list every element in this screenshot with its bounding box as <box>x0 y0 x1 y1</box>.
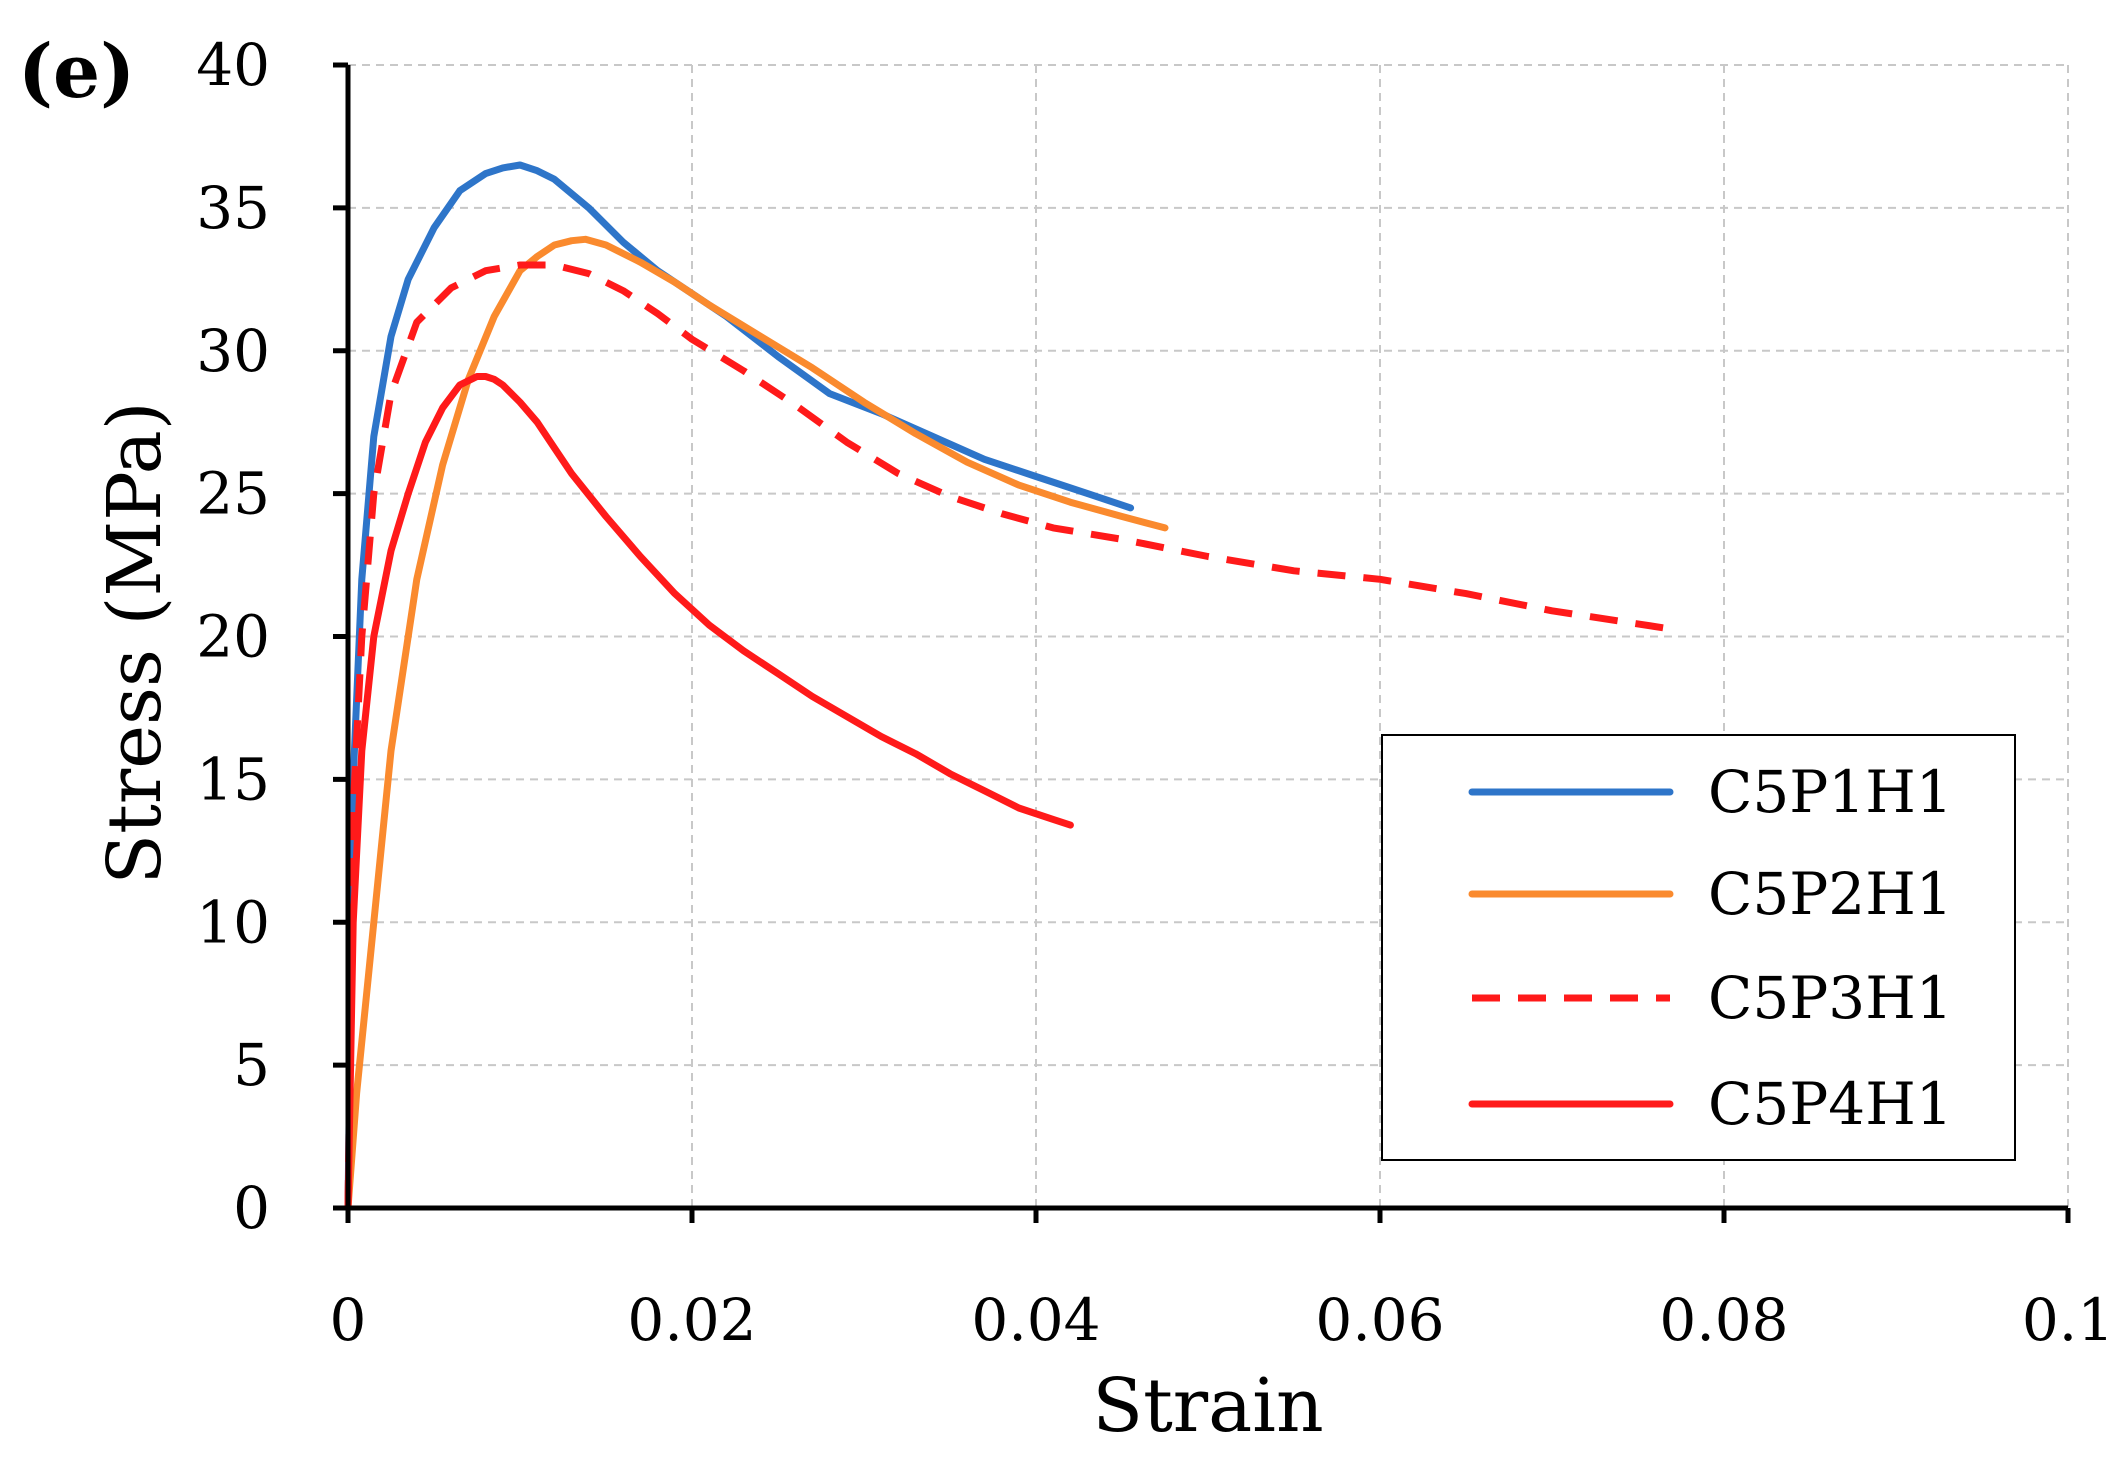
x-tick-label: 0.04 <box>971 1286 1100 1354</box>
series-line-c5p1h1 <box>344 161 1135 1212</box>
y-tick-label: 25 <box>196 460 270 528</box>
legend-label-c5p3h1: C5P3H1 <box>1708 964 1953 1032</box>
legend-label-c5p2h1: C5P2H1 <box>1708 860 1953 928</box>
series-line-c5p3h1 <box>344 261 1665 1209</box>
x-tick-label: 0.06 <box>1315 1286 1444 1354</box>
series-line-c5p4h1 <box>344 373 1074 1212</box>
y-axis-title: Stress (MPa) <box>92 401 178 884</box>
x-tick-label: 0 <box>330 1286 367 1354</box>
series-lines <box>344 161 1665 1212</box>
axes <box>333 62 2071 1223</box>
y-tick-label: 15 <box>196 745 270 813</box>
series-line-c5p2h1 <box>344 235 1169 1212</box>
y-tick-label: 5 <box>233 1031 270 1099</box>
legend: C5P1H1 C5P2H1 C5P3H1 C5P4H1 <box>1381 734 2016 1161</box>
legend-label-c5p1h1: C5P1H1 <box>1708 758 1953 826</box>
y-tick-label: 10 <box>196 888 270 956</box>
panel-label: (e) <box>18 29 135 115</box>
x-tick-label: 0.08 <box>1659 1286 1788 1354</box>
y-tick-label: 40 <box>196 31 270 99</box>
legend-box <box>1381 734 2016 1161</box>
y-tick-label: 0 <box>233 1174 270 1242</box>
gridlines <box>348 64 2069 1208</box>
x-tick-label: 0.02 <box>627 1286 756 1354</box>
y-tick-label: 30 <box>196 317 270 385</box>
legend-label-c5p4h1: C5P4H1 <box>1708 1070 1953 1138</box>
x-tick-label: 0.1 <box>2022 1286 2114 1354</box>
tick-labels: 0 5 10 15 20 25 30 35 40 0 0.02 0.04 0.06 0.08 0.1 <box>196 31 2114 1354</box>
y-tick-label: 20 <box>196 603 270 671</box>
y-tick-label: 35 <box>196 174 270 242</box>
x-axis-title: Strain <box>1092 1363 1323 1449</box>
